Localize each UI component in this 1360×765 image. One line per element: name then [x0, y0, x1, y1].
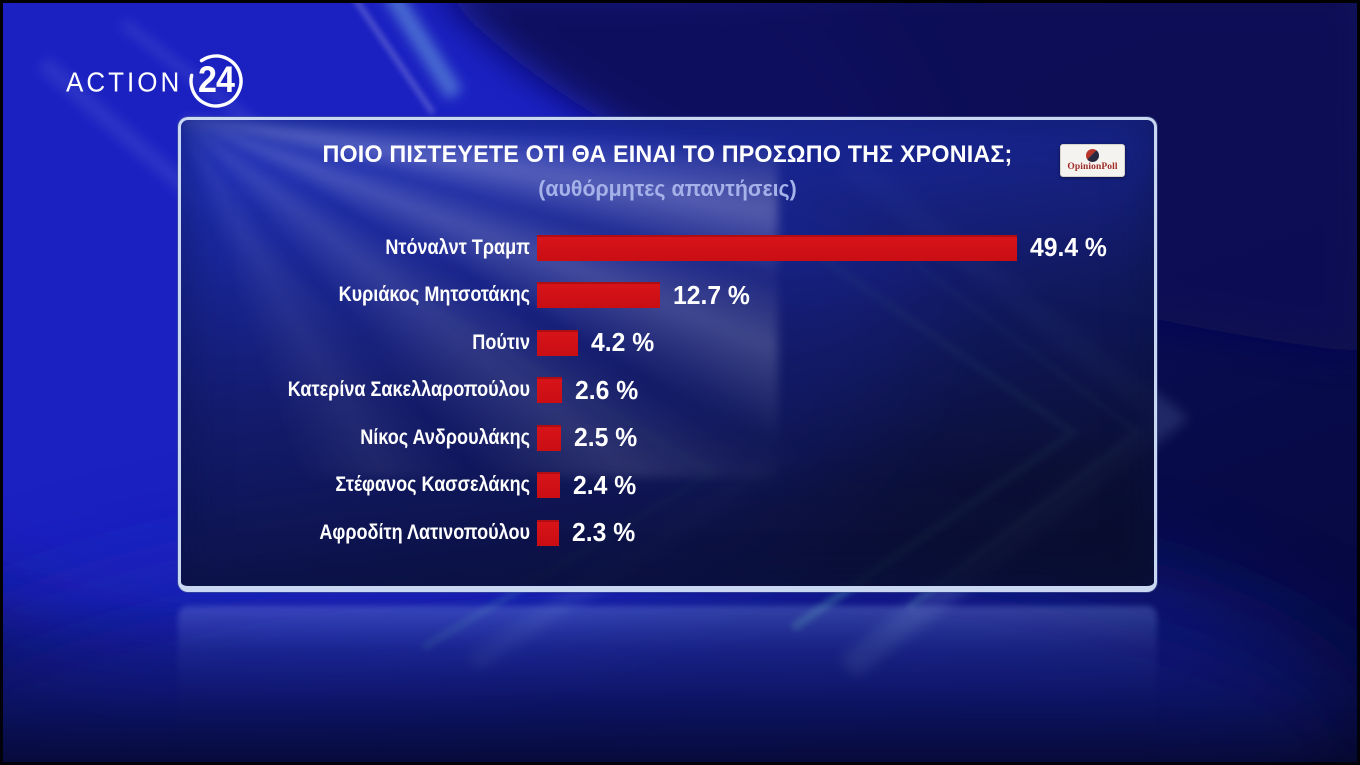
bar-label: Πούτιν [472, 330, 530, 354]
channel-logo-number: 24 [198, 59, 235, 100]
chart-row: Κατερίνα Σακελλαροπούλου 2.6 % [181, 367, 1154, 415]
bar [537, 282, 660, 309]
bar [537, 472, 560, 499]
bar-value: 4.2 % [591, 327, 655, 358]
chart-row: Κυριάκος Μητσοτάκης 12.7 % [181, 272, 1154, 320]
opinionpoll-badge: OpinionPoll [1060, 144, 1125, 177]
bar-label: Νίκος Ανδρουλάκης [360, 425, 530, 449]
light-beam [178, 117, 778, 477]
channel-logo-circle: 24 [186, 50, 243, 114]
channel-logo-text: ACTION [66, 65, 183, 98]
bar-value: 49.4 % [1030, 232, 1107, 263]
chart-row: Ντόναλντ Τραμπ 49.4 % [181, 224, 1154, 272]
channel-logo: ACTION 24 [66, 50, 243, 114]
opinionpoll-label: OpinionPoll [1067, 162, 1118, 172]
bar [537, 329, 578, 356]
bar [537, 424, 561, 451]
bar-label: Κυριάκος Μητσοτάκης [338, 283, 530, 307]
poll-title: ΠΟΙΟ ΠΙΣΤΕΥΕΤΕ ΟΤΙ ΘΑ ΕΙΝΑΙ ΤΟ ΠΡΟΣΩΠΟ Τ… [322, 141, 1013, 168]
poll-panel: ΠΟΙΟ ΠΙΣΤΕΥΕΤΕ ΟΤΙ ΘΑ ΕΙΝΑΙ ΤΟ ΠΡΟΣΩΠΟ Τ… [178, 117, 1157, 592]
opinionpoll-logo-icon [1086, 149, 1099, 162]
chart-row: Στέφανος Κασσελάκης 2.4 % [181, 462, 1154, 510]
bar-label: Στέφανος Κασσελάκης [335, 473, 530, 497]
chart-row: Νίκος Ανδρουλάκης 2.5 % [181, 414, 1154, 462]
bar [537, 519, 559, 546]
bar-value: 2.6 % [575, 374, 639, 405]
bar-value: 2.3 % [572, 517, 636, 548]
chart-area: Ντόναλντ Τραμπ 49.4 % Κυριάκος Μητσοτάκης 1… [181, 224, 1154, 557]
poll-subtitle: (αυθόρμητες απαντήσεις) [538, 176, 797, 201]
bar [537, 234, 1017, 261]
panel-reflection [178, 606, 1157, 764]
chart-row: Πούτιν 4.2 % [181, 319, 1154, 367]
bar-label: Κατερίνα Σακελλαροπούλου [287, 378, 530, 402]
chart-row: Αφροδίτη Λατινοπούλου 2.3 % [181, 509, 1154, 557]
bar-label: Αφροδίτη Λατινοπούλου [319, 520, 530, 544]
bar-value: 2.5 % [574, 422, 638, 453]
bar-value: 2.4 % [573, 469, 637, 500]
bar-value: 12.7 % [673, 279, 750, 310]
bar [537, 377, 562, 404]
bar-label: Ντόναλντ Τραμπ [385, 235, 530, 259]
logo-circle-arc-icon [189, 54, 243, 108]
